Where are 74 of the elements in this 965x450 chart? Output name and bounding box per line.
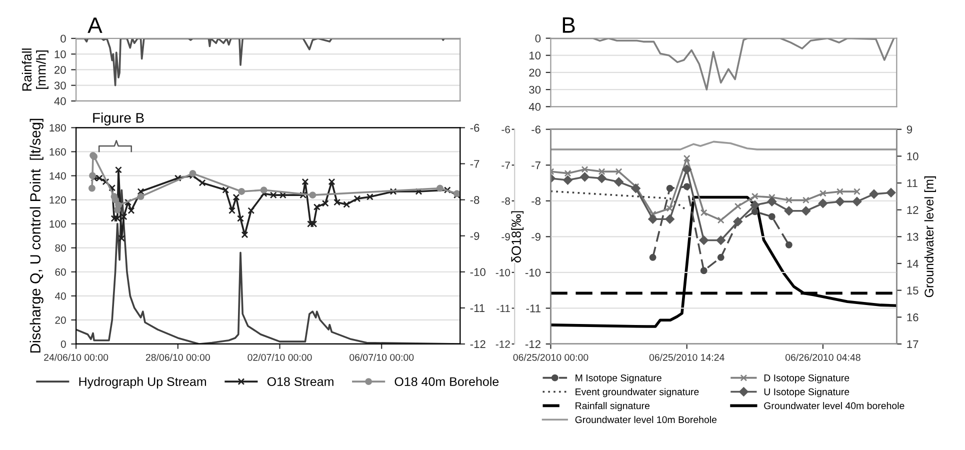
- legend-label: U Isotope Signature: [764, 388, 850, 398]
- legend-label: O18 Stream: [267, 377, 334, 386]
- y2-tick-label: 10: [907, 152, 918, 160]
- y2-tick-label: 11: [907, 179, 918, 188]
- y2-tick-label: 15: [907, 286, 918, 294]
- y2-tick-label: -11: [470, 304, 485, 312]
- y2-tick-label: -6: [470, 124, 480, 132]
- y2-tick-label: -7: [470, 160, 480, 168]
- y2-tick-label: 17: [907, 340, 918, 348]
- y-tick-label: 20: [54, 66, 66, 74]
- y-tick-label: -10: [525, 268, 541, 277]
- y2-axis-title: Groundwater level [m]: [924, 176, 936, 298]
- y3-tick-label: -8: [502, 197, 510, 205]
- y-tick-label: -6: [532, 126, 541, 134]
- y-tick-label: -12: [525, 340, 540, 348]
- y2-tick-label: -8: [470, 196, 480, 204]
- y2-tick-label: 16: [907, 313, 918, 322]
- y-tick-label: 180: [50, 124, 66, 132]
- y-tick-label: 80: [55, 244, 66, 252]
- y-axis-title: Discharge Q, U control Point [lt/seg]: [30, 118, 44, 353]
- y-tick-label: 20: [55, 316, 66, 324]
- y2-tick-label: -9: [470, 232, 480, 240]
- y2-tick-label: -10: [470, 268, 486, 276]
- legend-label: M Isotope Signature: [576, 374, 662, 384]
- y-tick-label: -11: [526, 304, 540, 312]
- y3-tick-label: -10: [496, 268, 510, 276]
- x-tick-label: 02/07/10 00:00: [248, 354, 312, 361]
- y-tick-label: 160: [50, 148, 66, 156]
- y3-tick-label: -12: [496, 340, 510, 348]
- legend-label: Rainfall signature: [576, 402, 650, 412]
- y-tick-label: 100: [50, 220, 66, 228]
- y2-tick-label: 14: [907, 260, 918, 268]
- y-tick-label: 0: [60, 340, 66, 348]
- y3-tick-label: -9: [502, 233, 510, 241]
- y-tick-label: 10: [529, 52, 541, 60]
- chart-title: A: [88, 18, 102, 33]
- y-tick-label: 40: [54, 292, 66, 300]
- y3-tick-label: -6: [502, 126, 510, 134]
- legend-label: O18 40m Borehole: [394, 376, 499, 386]
- y-axis-title: δO18[‰]: [511, 211, 524, 263]
- y2-tick-label: 9: [906, 126, 912, 134]
- x-tick-label: 28/06/10 00:00: [146, 354, 210, 361]
- legend-label: D Isotope Signature: [764, 374, 850, 384]
- y-tick-label: 60: [55, 268, 66, 276]
- y2-tick-label: 13: [907, 232, 918, 241]
- legend-label: Groundwater level 10m Borehole: [575, 416, 717, 424]
- legend-label: Event groundwater signature: [576, 388, 699, 398]
- x-tick-label: 06/26/2010 04:48: [785, 354, 860, 361]
- x-tick-label: 06/25/2010 00:00: [513, 354, 588, 361]
- x-tick-label: 24/06/10 00:00: [44, 354, 108, 361]
- legend-label: Groundwater level 40m borehole: [764, 402, 904, 410]
- y2-tick-label: 12: [907, 206, 918, 214]
- x-tick-label: 06/25/2010 14:24: [649, 354, 724, 361]
- y-tick-label: 20: [529, 68, 541, 77]
- y-tick-label: -7: [532, 161, 540, 170]
- y-tick-label: 30: [529, 86, 541, 94]
- legend-label: Hydrograph Up Stream: [79, 376, 206, 389]
- y-tick-label: 0: [535, 34, 541, 42]
- y-axis-title: Rainfall [mm/h]: [22, 48, 48, 91]
- y-tick-label: 0: [60, 34, 66, 43]
- y-tick-label: -8: [532, 197, 541, 206]
- y-tick-label: 40: [54, 97, 66, 106]
- chart-title: B: [562, 17, 575, 33]
- y3-tick-label: -11: [496, 304, 510, 312]
- y-tick-label: 120: [50, 196, 66, 204]
- y-tick-label: 40: [528, 102, 541, 111]
- y-tick-label: 30: [54, 82, 66, 90]
- text: Figure B: [93, 112, 144, 126]
- x-tick-label: 06/07/10 00:00: [350, 354, 414, 361]
- y3-tick-label: -7: [502, 162, 510, 169]
- y-tick-label: -9: [532, 232, 540, 241]
- y-tick-label: 10: [54, 50, 66, 58]
- y-tick-label: 140: [50, 172, 66, 180]
- y2-tick-label: -12: [470, 340, 486, 348]
